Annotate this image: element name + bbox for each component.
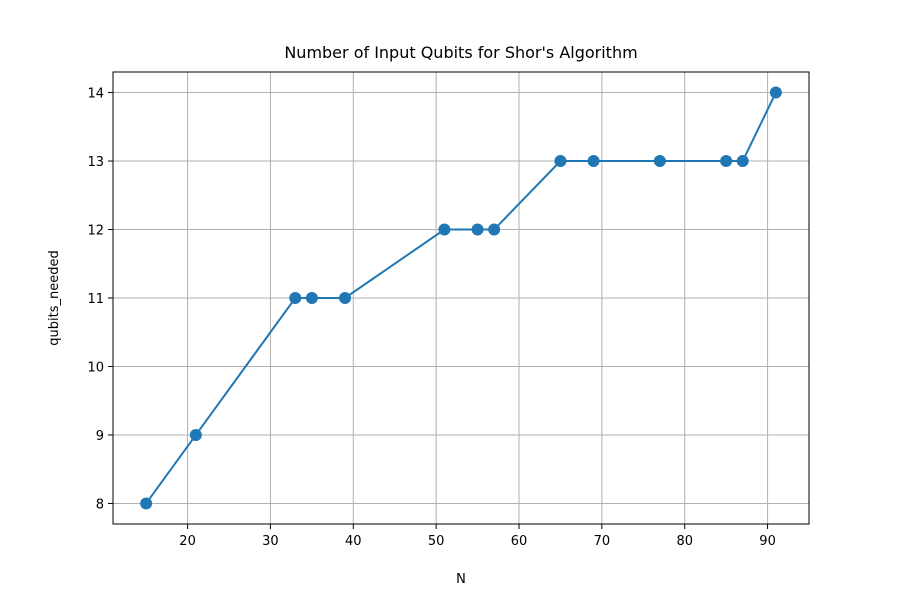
data-point — [488, 223, 501, 236]
x-tick-label: 30 — [262, 534, 279, 549]
y-tick-label: 9 — [96, 429, 104, 444]
data-point — [587, 155, 600, 168]
y-tick-label: 10 — [87, 360, 104, 375]
data-point — [289, 292, 302, 304]
data-point — [720, 155, 733, 168]
data-series — [140, 86, 782, 510]
data-point — [736, 155, 749, 168]
chart-title: Number of Input Qubits for Shor's Algori… — [284, 43, 637, 62]
x-tick-label: 50 — [428, 534, 445, 549]
x-tick-label: 60 — [511, 534, 528, 549]
data-point — [769, 86, 782, 99]
x-tick-label: 20 — [179, 534, 196, 549]
data-point — [471, 223, 484, 236]
y-tick-label: 11 — [87, 292, 104, 307]
y-tick-label: 14 — [87, 87, 104, 102]
x-tick-label: 40 — [345, 534, 362, 549]
data-point — [554, 155, 567, 168]
data-point — [305, 292, 318, 304]
y-axis-label: qubits_needed — [47, 250, 62, 345]
y-tick-label: 8 — [96, 497, 104, 512]
x-tick-label: 80 — [676, 534, 693, 549]
x-axis-label: N — [456, 572, 466, 587]
y-tick-label: 13 — [87, 155, 104, 170]
grid — [113, 72, 809, 524]
x-tick-label: 90 — [759, 534, 776, 549]
data-point — [189, 428, 202, 441]
data-point — [140, 497, 153, 510]
data-point — [653, 155, 666, 168]
data-point — [438, 223, 451, 236]
data-point — [339, 292, 351, 304]
x-tick-label: 70 — [594, 534, 611, 549]
y-tick-label: 12 — [87, 224, 104, 239]
axis-ticks: 20 30 40 50 60 70 80 90 8 9 10 11 12 13 14 — [87, 87, 775, 549]
